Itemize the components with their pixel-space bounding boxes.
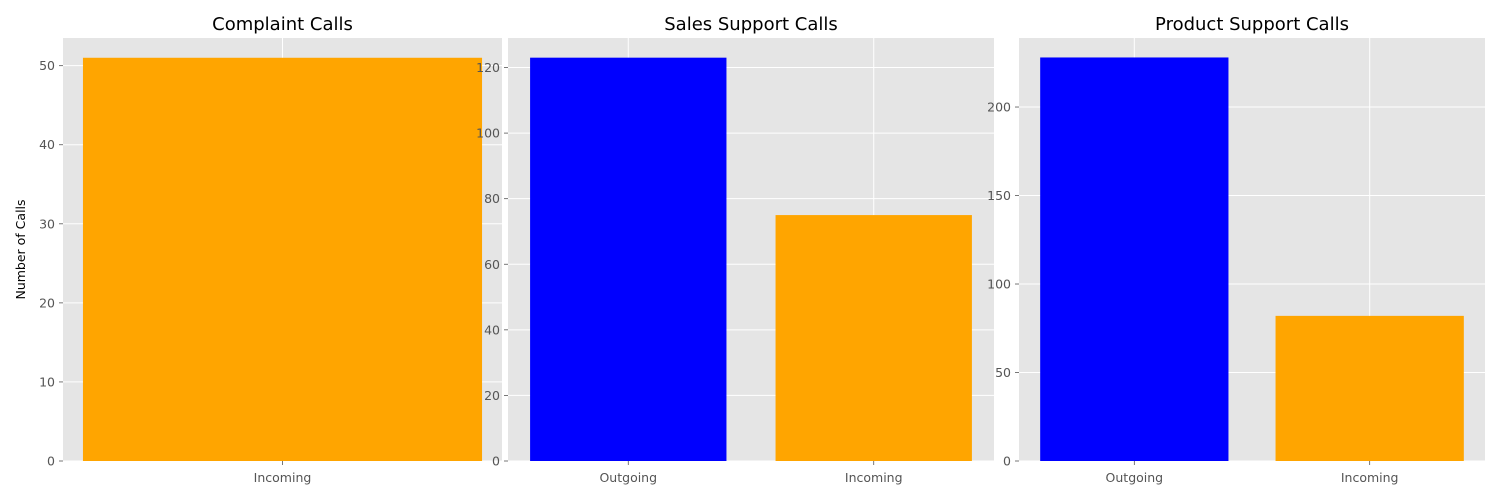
y-tick-label: 200	[987, 100, 1011, 115]
y-tick-label: 20	[39, 295, 55, 310]
subplot-1: 0 10 20 30 40 50 Incoming Complaint Calls Number…	[13, 14, 502, 485]
y-tick-label: 0	[492, 454, 500, 469]
y-tick-label: 150	[987, 188, 1011, 203]
bar-incoming	[82, 57, 483, 461]
x-tick-label: Incoming	[845, 470, 903, 485]
bar-incoming	[1275, 315, 1464, 461]
x-tick-label: Outgoing	[1106, 470, 1164, 485]
chart-title: Complaint Calls	[212, 14, 353, 35]
x-tick-label: Incoming	[254, 470, 312, 485]
y-tick-label: 80	[484, 191, 500, 206]
bar-outgoing	[530, 57, 727, 462]
y-tick-label: 50	[995, 365, 1011, 380]
bar-outgoing	[1040, 57, 1229, 461]
y-tick-label: 30	[39, 216, 55, 231]
y-tick-label: 40	[39, 137, 55, 152]
x-tick-label: Incoming	[1341, 470, 1399, 485]
bar-incoming	[775, 215, 972, 461]
y-tick-label: 100	[987, 277, 1011, 292]
y-tick-label: 40	[484, 322, 500, 337]
y-tick-label: 120	[476, 60, 500, 75]
y-axis-label: Number of Calls	[13, 199, 28, 299]
subplot-2: 0 20 40 60 80 100 120 Outgoing Incoming Sales Sup…	[476, 14, 994, 485]
chart-title: Sales Support Calls	[664, 14, 838, 35]
y-tick-label: 60	[484, 257, 500, 272]
y-tick-label: 10	[39, 374, 55, 389]
y-tick-label: 0	[47, 454, 55, 469]
y-tick-label: 100	[476, 126, 500, 141]
y-tick-label: 0	[1003, 454, 1011, 469]
y-tick-label: 50	[39, 58, 55, 73]
y-tick-label: 20	[484, 388, 500, 403]
chart-title: Product Support Calls	[1155, 14, 1349, 35]
subplot-3: 0 50 100 150 200 Outgoing Incoming Product Supp…	[987, 14, 1485, 485]
x-tick-label: Outgoing	[599, 470, 657, 485]
